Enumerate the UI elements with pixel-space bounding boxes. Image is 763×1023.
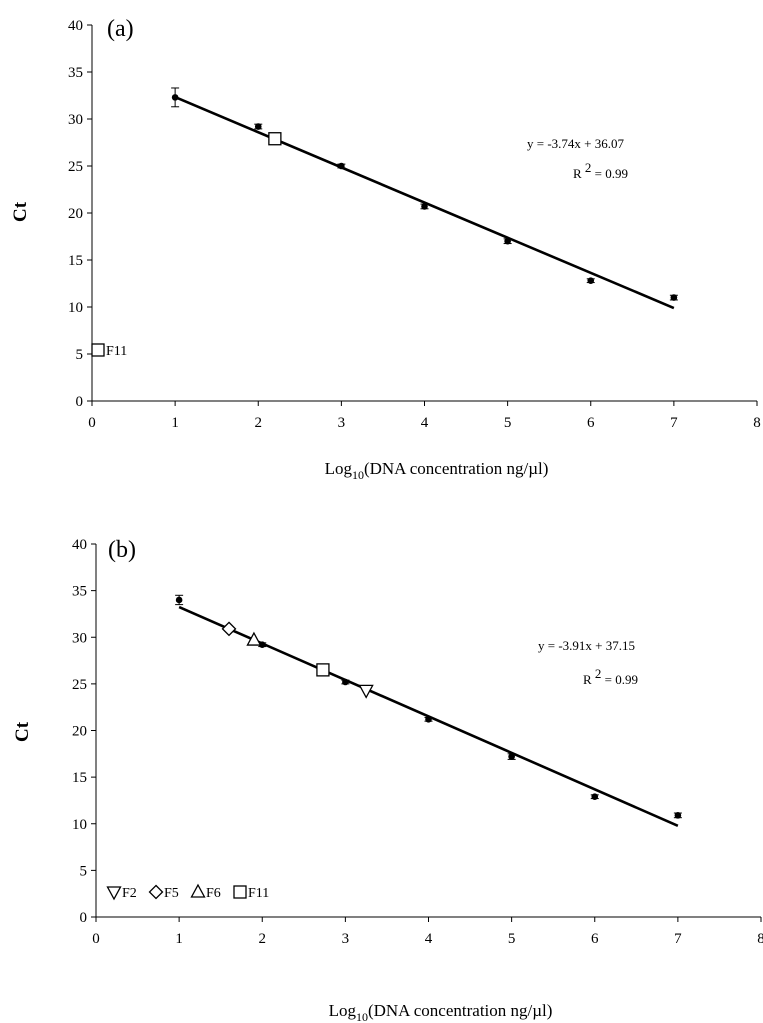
data-point-f2: [358, 684, 374, 699]
r-squared: R 2 = 0.99: [583, 666, 638, 687]
y-tick-label: 30: [72, 630, 87, 646]
data-point: [175, 596, 183, 604]
data-point: [258, 641, 266, 649]
data-point: [338, 162, 345, 170]
data-point: [591, 793, 599, 801]
x-tick-label: 7: [670, 415, 678, 431]
y-tick-label: 10: [68, 300, 83, 316]
chart-panel-b: 0 5 10 15 20 25 30 35 40 0 1 2 3 4 5 6 7 8 Log10(DNA conce…: [12, 537, 763, 1023]
y-axis-label: Ct: [10, 201, 31, 222]
data-point-f5: [221, 621, 237, 637]
data-point: [254, 123, 262, 130]
legend-label-f2: F2: [122, 886, 137, 901]
legend-marker-f2: [106, 886, 122, 901]
x-tick-label: 4: [421, 415, 429, 431]
data-point: [670, 294, 678, 301]
fit-line: [174, 95, 675, 310]
data-point-f11: [268, 132, 282, 146]
x-tick-label: 3: [338, 415, 346, 431]
x-tick-label: 1: [171, 415, 179, 431]
data-point: [425, 716, 432, 723]
y-tick-label: 35: [68, 65, 83, 81]
y-tick-label: 15: [72, 770, 87, 786]
x-axis-label: Log10(DNA concentration ng/µl): [325, 459, 549, 482]
chart-panel-a: 0 5 10 15 20 25 30 35 40 0 1 2 3 4 5 6 7 8 Log10(DNA conce…: [10, 16, 761, 482]
x-tick-label: 1: [175, 931, 183, 947]
fit-equation: y = -3.91x + 37.15: [538, 638, 635, 653]
y-tick-label: 5: [80, 863, 88, 879]
r-squared: R 2 = 0.99: [573, 160, 628, 181]
legend-label-f11: F11: [106, 344, 127, 359]
y-tick-label: 0: [76, 394, 84, 410]
x-tick-label: 2: [255, 415, 263, 431]
y-tick-label: 25: [72, 677, 87, 693]
y-tick-label: 35: [72, 584, 87, 600]
legend: F11: [91, 343, 127, 359]
x-tick-label: 4: [425, 931, 433, 947]
data-point: [587, 277, 595, 284]
data-point-f6: [246, 631, 262, 646]
y-tick-label: 10: [72, 817, 87, 833]
x-tick-label: 5: [504, 415, 512, 431]
x-tick-label: 5: [508, 931, 516, 947]
y-tick-label: 30: [68, 112, 83, 128]
data-point: [508, 753, 515, 760]
legend-marker-f11: [91, 343, 105, 357]
x-tick-label: 0: [92, 931, 100, 947]
x-axis-label: Log10(DNA concentration ng/µl): [329, 1001, 553, 1023]
x-tick-label: 6: [591, 931, 599, 947]
y-tick-label: 5: [76, 347, 84, 363]
x-tick-label: 2: [259, 931, 267, 947]
x-tick-label: 3: [342, 931, 350, 947]
x-tick-label: 6: [587, 415, 595, 431]
legend-label-f11: F11: [248, 886, 269, 901]
y-tick-label: 20: [68, 206, 83, 222]
data-point: [342, 678, 349, 686]
x-tick-label: 8: [757, 931, 763, 947]
fit-equation: y = -3.74x + 36.07: [527, 136, 624, 151]
y-tick-label: 15: [68, 253, 83, 269]
data-point: [421, 203, 428, 210]
x-tick-label: 0: [88, 415, 96, 431]
legend-label-f5: F5: [164, 886, 179, 901]
y-tick-label: 40: [68, 18, 83, 34]
legend: F2 F5 F6 F11: [106, 883, 269, 901]
x-tick-label: 8: [753, 415, 761, 431]
legend-marker-f5: [148, 884, 164, 900]
y-axis-label: Ct: [12, 721, 33, 742]
data-point: [674, 812, 682, 819]
data-point-f11: [316, 663, 330, 677]
y-tick-label: 40: [72, 537, 87, 553]
panel-label: (a): [107, 16, 134, 42]
data-point: [171, 94, 179, 101]
x-tick-label: 7: [674, 931, 682, 947]
legend-marker-f11: [233, 885, 247, 899]
legend-marker-f6: [190, 883, 206, 898]
y-tick-label: 0: [80, 910, 88, 926]
y-tick-label: 20: [72, 724, 87, 740]
y-tick-label: 25: [68, 159, 83, 175]
data-point: [504, 237, 511, 245]
legend-label-f6: F6: [206, 886, 221, 901]
panel-label: (b): [108, 537, 136, 563]
